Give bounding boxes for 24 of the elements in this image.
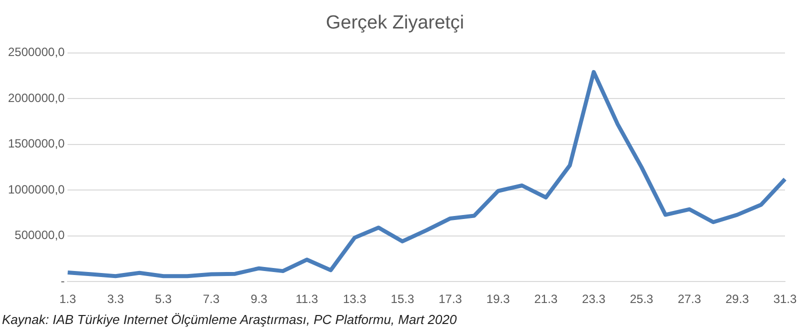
y-tick-label: - <box>60 274 65 288</box>
y-tick-label: 500000,0 <box>14 228 66 242</box>
x-tick-label: 23.3 <box>582 292 606 306</box>
x-tick-label: 9.3 <box>250 292 268 306</box>
x-tick-label: 15.3 <box>390 292 414 306</box>
y-tick-label: 2500000,0 <box>8 45 66 60</box>
y-tick-label: 2000000,0 <box>8 90 66 105</box>
x-tick-label: 1.3 <box>59 292 76 306</box>
chart-title: Gerçek Ziyaretçi <box>326 12 464 34</box>
x-tick-label: 11.3 <box>296 292 318 306</box>
x-tick-label: 13.3 <box>342 292 367 306</box>
y-tick-label: 1500000,0 <box>8 136 66 151</box>
x-tick-label: 19.3 <box>486 292 510 306</box>
x-tick-label: 21.3 <box>534 292 558 306</box>
x-tick-label: 5.3 <box>155 292 172 306</box>
x-tick-label: 17.3 <box>438 292 462 306</box>
x-tick-label: 3.3 <box>107 292 124 306</box>
x-tick-label: 31.3 <box>773 292 797 306</box>
y-tick-label: 1000000,0 <box>8 182 66 196</box>
x-tick-label: 27.3 <box>678 292 702 306</box>
x-tick-label: 25.3 <box>630 292 654 306</box>
x-tick-label: 29.3 <box>726 292 750 306</box>
x-tick-label: 7.3 <box>202 292 220 306</box>
text: Kaynak: IAB Türkiye Internet Ölçümleme Araştırması, PC Platformu, Mart 2020 <box>2 312 457 327</box>
